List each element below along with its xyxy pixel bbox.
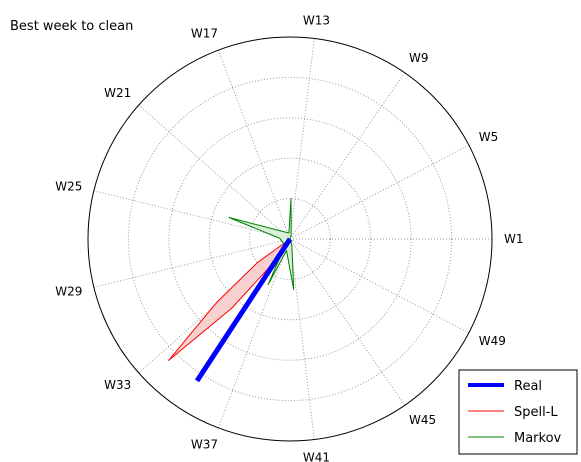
legend-label-spell-l: Spell-L: [514, 405, 558, 420]
angular-grid-line-w17: [217, 49, 291, 240]
series-spell-l-polygon: [168, 238, 291, 361]
tick-label-w25: W25: [55, 179, 82, 193]
tick-label-w17: W17: [191, 26, 218, 40]
angular-grid-line-w29: [93, 238, 291, 288]
tick-label-w29: W29: [55, 285, 82, 299]
radial-grid-circle-2: [208, 157, 372, 321]
legend-frame: [458, 369, 578, 455]
legend-label-markov: Markov: [514, 431, 562, 446]
radial-grid-circle-3: [168, 117, 412, 361]
tick-label-w33: W33: [104, 378, 131, 392]
tick-label-w45: W45: [409, 413, 436, 427]
angular-grid-line-w9: [289, 72, 406, 240]
angular-grid-line-w21: [138, 104, 291, 240]
tick-label-w49: W49: [479, 334, 506, 348]
series-real-line: [194, 237, 293, 383]
tick-label-w5: W5: [479, 130, 499, 144]
radial-grid-circle-4: [127, 76, 453, 402]
angular-tick-labels: W1 W5 W9 W13 W17 W21 W25 W29 W33 W37 W41 W45 W49: [55, 14, 523, 462]
polar-grid: [87, 36, 493, 442]
angular-grid-line-w49: [289, 238, 470, 334]
outer-circle: [87, 36, 493, 442]
angular-grid-line-w13: [289, 38, 315, 240]
angular-grid-line-w5: [289, 144, 470, 240]
angular-grid-line-w25: [93, 190, 291, 240]
tick-label-w37: W37: [191, 438, 218, 452]
angular-grid-line-w37: [217, 238, 291, 429]
tick-label-w9: W9: [409, 51, 429, 65]
series-markov-polygon: [228, 198, 295, 290]
legend-label-real: Real: [514, 379, 542, 394]
angular-grid-line-w45: [289, 238, 406, 406]
tick-label-w41: W41: [303, 450, 330, 462]
chart-title: Best week to clean: [10, 19, 133, 34]
legend: Real Spell-L Markov: [458, 369, 578, 455]
tick-label-w1: W1: [504, 232, 524, 246]
tick-label-w13: W13: [303, 14, 330, 28]
tick-label-w21: W21: [104, 86, 131, 100]
series-layer: [168, 198, 295, 383]
radial-grid-circle-1: [249, 198, 331, 280]
angular-grid-line-w41: [289, 238, 315, 440]
